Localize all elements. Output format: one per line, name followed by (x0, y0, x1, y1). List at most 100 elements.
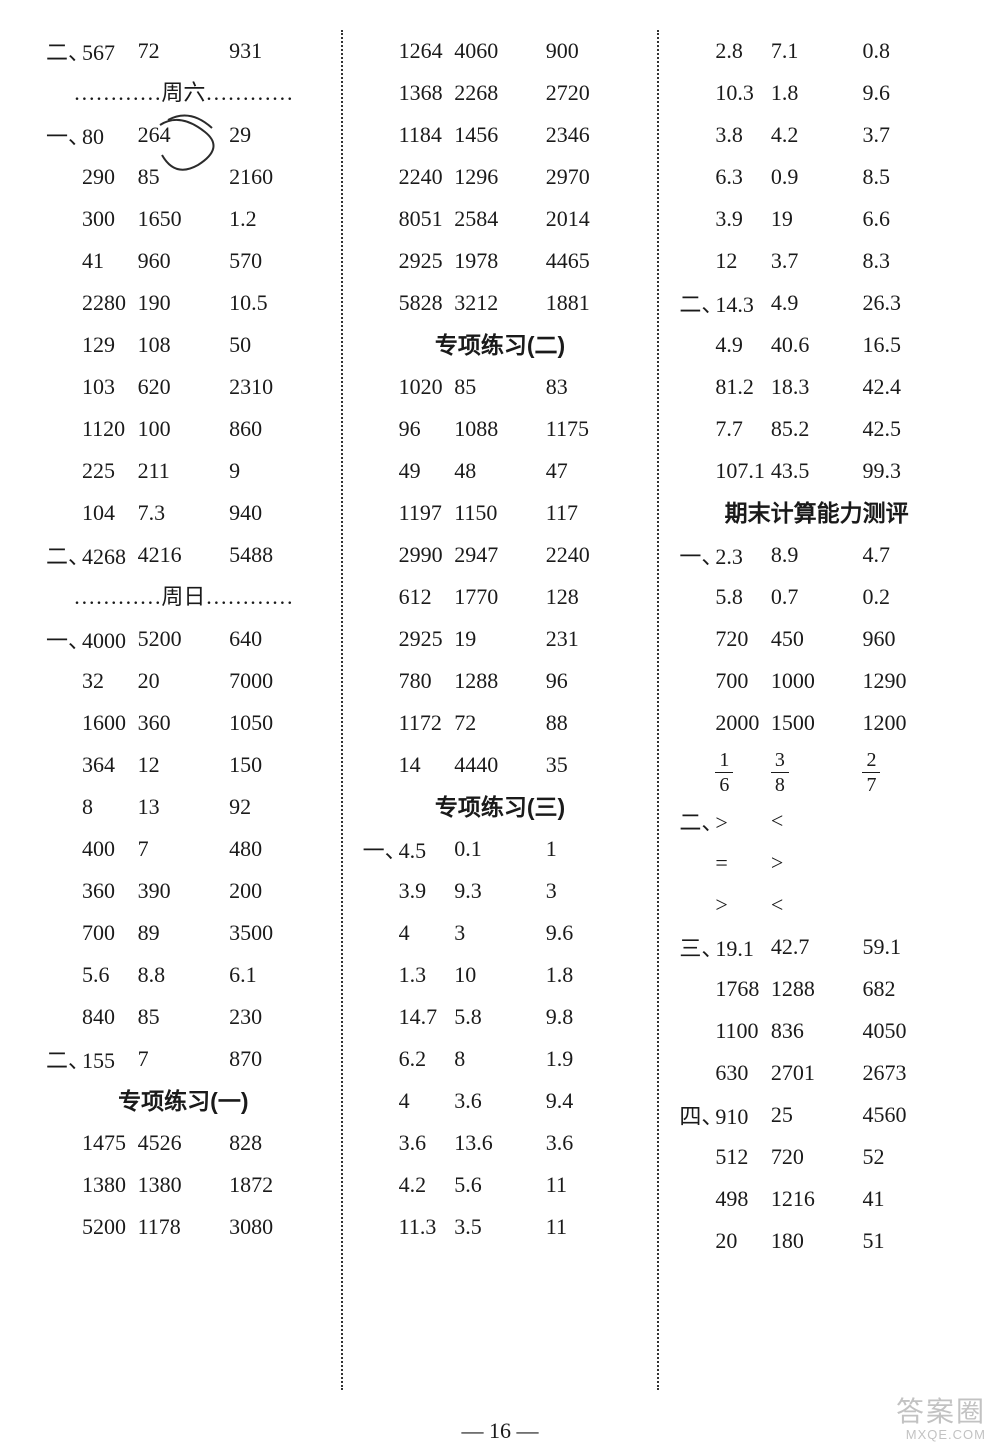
cell: 960 (862, 626, 954, 652)
cell: 107.1 (679, 458, 771, 484)
cell: 85 (138, 164, 230, 190)
value: 32 (82, 668, 104, 693)
data-row: 4007480 (40, 828, 327, 870)
cell: 1290 (862, 668, 954, 694)
cell: 6.1 (229, 962, 321, 988)
value: 1600 (82, 710, 126, 735)
data-row: 123.78.3 (673, 240, 960, 282)
data-row: 780128896 (357, 660, 644, 702)
cell: 11 (546, 1214, 638, 1240)
value: 4268 (82, 544, 126, 569)
value: 910 (715, 1104, 748, 1129)
data-row: 12644060900 (357, 30, 644, 72)
cell: 7 (138, 836, 230, 862)
cell: 8051 (363, 206, 455, 232)
section-prefix: 三、 (679, 931, 715, 963)
value: 780 (399, 668, 432, 693)
value: 1020 (399, 374, 443, 399)
value: 3.8 (715, 122, 743, 147)
cell: 4526 (138, 1130, 230, 1156)
cell: 72 (454, 710, 546, 736)
data-row: 51272052 (673, 1136, 960, 1178)
cell: 3.9 (363, 878, 455, 904)
cell: 一、4000 (46, 623, 138, 655)
data-row: 299029472240 (357, 534, 644, 576)
cell: 2701 (771, 1060, 863, 1086)
value: 103 (82, 374, 115, 399)
cell: 8 (454, 1046, 546, 1072)
cell: 81.2 (679, 374, 771, 400)
cell: 2160 (229, 164, 321, 190)
cell: 1770 (454, 584, 546, 610)
cell: 85 (138, 1004, 230, 1030)
cell: 二、4268 (46, 539, 138, 571)
cell: 20 (138, 668, 230, 694)
cell: 180 (771, 1228, 863, 1254)
column-divider (657, 30, 659, 1390)
page-number: — 16 — (0, 1418, 1000, 1444)
cell: 1100 (679, 1018, 771, 1044)
value: 300 (82, 206, 115, 231)
data-row: 292519231 (357, 618, 644, 660)
cell: 4216 (138, 542, 230, 568)
cell: 1088 (454, 416, 546, 442)
cell: 0.1 (454, 836, 546, 862)
cell: 1978 (454, 248, 546, 274)
value: 3.6 (399, 1130, 427, 1155)
cell: 4 (363, 1088, 455, 1114)
cell: 4060 (454, 38, 546, 64)
cell: 9 (229, 458, 321, 484)
cell: 6.6 (862, 206, 954, 232)
cell: 2673 (862, 1060, 954, 1086)
cell: 2947 (454, 542, 546, 568)
cell: 129 (46, 332, 138, 358)
cell: 二、155 (46, 1043, 138, 1075)
cell: 2240 (363, 164, 455, 190)
cell: 2.8 (679, 38, 771, 64)
data-row: 228019010.5 (40, 282, 327, 324)
data-row: 63027012673 (673, 1052, 960, 1094)
cell: 211 (138, 458, 230, 484)
cell: 5.6 (454, 1172, 546, 1198)
data-row: 700893500 (40, 912, 327, 954)
data-row: 1036202310 (40, 366, 327, 408)
value: 19.1 (715, 936, 754, 961)
data-row: 一、4.50.11 (357, 828, 644, 870)
cell: = (679, 850, 771, 876)
section-prefix: 一、 (679, 539, 715, 571)
cell: 2310 (229, 374, 321, 400)
value: 1768 (715, 976, 759, 1001)
cell: 41 (46, 248, 138, 274)
value: 104 (82, 500, 115, 525)
fraction: 38 (771, 750, 789, 795)
value: 7.7 (715, 416, 743, 441)
value: 96 (399, 416, 421, 441)
value: 2925 (399, 248, 443, 273)
cell: 480 (229, 836, 321, 862)
cell: 二、> (679, 805, 771, 837)
data-row: 一、8026429 (40, 114, 327, 156)
value: 41 (82, 248, 104, 273)
value: 700 (715, 668, 748, 693)
cell: 9.6 (546, 920, 638, 946)
value: 720 (715, 626, 748, 651)
data-row: 84085230 (40, 996, 327, 1038)
data-row: 136822682720 (357, 72, 644, 114)
data-row: 4.25.611 (357, 1164, 644, 1206)
value: 4.9 (715, 332, 743, 357)
cell: 1.9 (546, 1046, 638, 1072)
cell: 12 (138, 752, 230, 778)
cell: 2584 (454, 206, 546, 232)
cell: 43.5 (771, 458, 863, 484)
value: 1100 (715, 1018, 758, 1043)
cell: 1380 (138, 1172, 230, 1198)
data-row: 一、40005200640 (40, 618, 327, 660)
cell: 5488 (229, 542, 321, 568)
data-row: 2.87.10.8 (673, 30, 960, 72)
cell: 720 (771, 1144, 863, 1170)
cell: 12 (679, 248, 771, 274)
cell: 99.3 (862, 458, 954, 484)
cell: 10 (454, 962, 546, 988)
cell: 9.4 (546, 1088, 638, 1114)
column-3: 2.87.10.810.31.89.63.84.23.76.30.98.53.9… (663, 30, 970, 1446)
